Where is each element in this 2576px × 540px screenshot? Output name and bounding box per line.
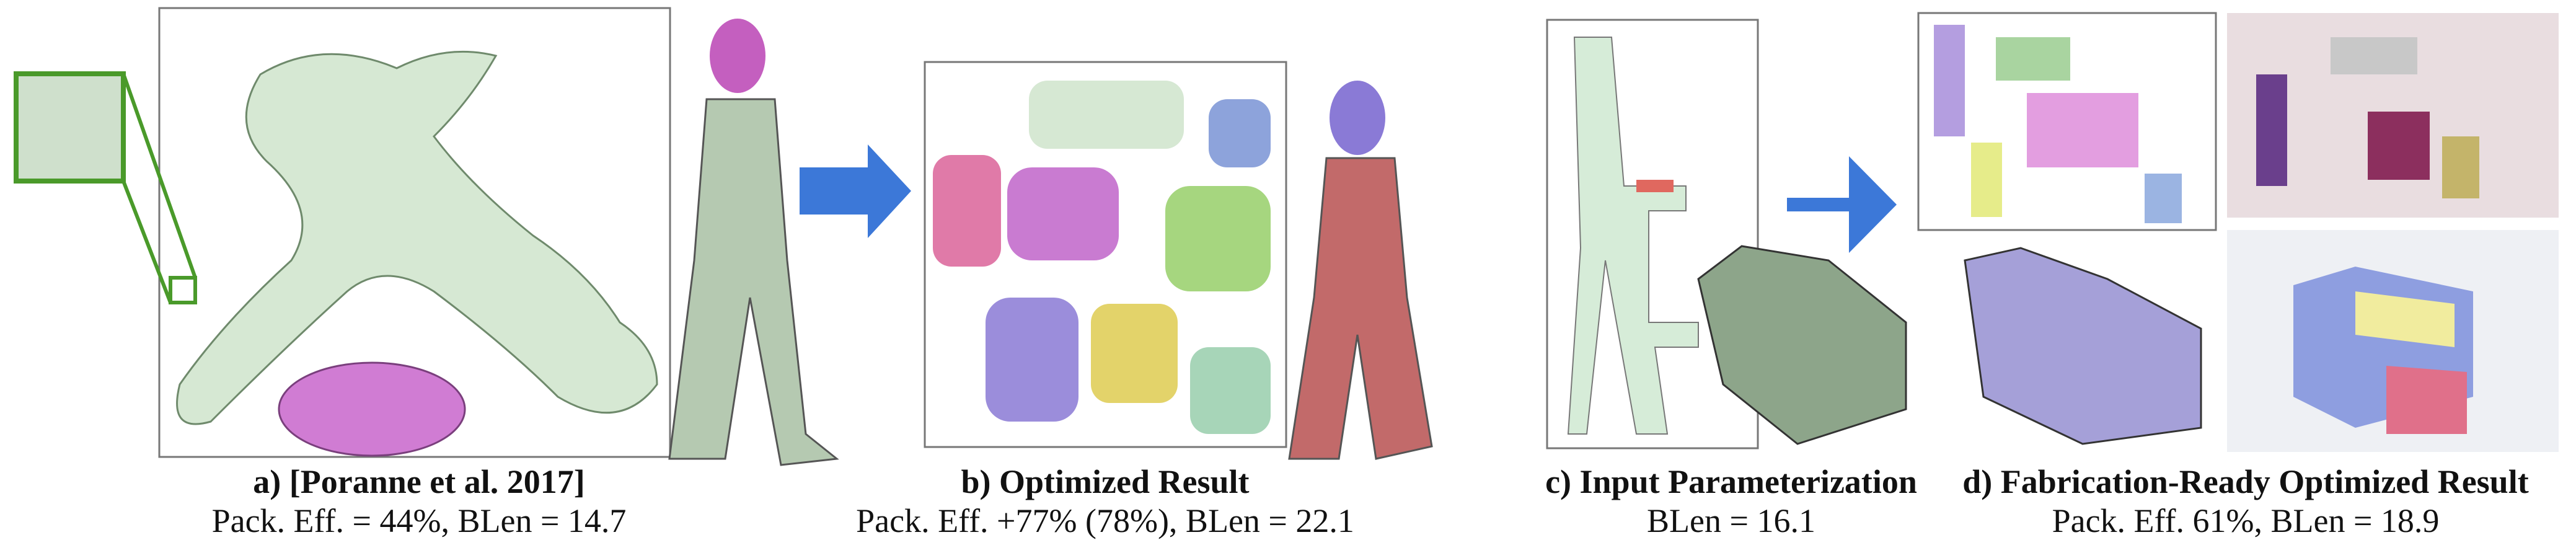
photo-piece (2256, 74, 2287, 186)
photo-piece (2442, 136, 2479, 198)
uv-chart (278, 361, 466, 457)
photo-piece (2355, 291, 2455, 347)
uv-chart (1029, 81, 1184, 149)
object-3d (1697, 245, 1907, 445)
panel-caption: BLen = 16.1 (1647, 502, 1815, 539)
photo-piece (2386, 366, 2467, 434)
panel-label: b) Optimized Result (961, 463, 1250, 500)
zoom-marker (169, 276, 197, 304)
object-3d (1964, 247, 2202, 445)
uv-chart (986, 298, 1078, 422)
panel-caption: Pack. Eff. = 44%, BLen = 14.7 (212, 502, 627, 539)
panel-caption: Pack. Eff. 61%, BLen = 18.9 (2052, 502, 2440, 539)
uv-chart (1190, 347, 1271, 434)
zoom-line (121, 180, 172, 304)
uv-chart (1996, 37, 2070, 81)
uv-chart (176, 50, 658, 425)
uv-chart (1165, 186, 1271, 291)
arrow (800, 144, 911, 238)
uv-chart (2027, 93, 2138, 167)
uv-chart (2145, 174, 2182, 223)
uv-chart (1209, 99, 1271, 167)
photo-piece (2368, 112, 2430, 180)
panel-label: a) [Poranne et al. 2017] (253, 463, 584, 500)
uv-chart (933, 155, 1001, 267)
uv-chart (1934, 25, 1965, 136)
uv-chart (1007, 167, 1119, 260)
zoom-line (121, 73, 197, 278)
character (1288, 81, 1433, 460)
panel-label: c) Input Parameterization (1545, 463, 1917, 500)
uv-chart (1971, 143, 2002, 217)
panel-caption: Pack. Eff. +77% (78%), BLen = 22.1 (856, 502, 1354, 539)
seam (1636, 180, 1674, 192)
zoom-inset (14, 71, 126, 184)
photo-piece (2331, 37, 2417, 74)
arrow (1787, 156, 1897, 253)
character (668, 19, 839, 466)
panel-label: d) Fabrication-Ready Optimized Result (1962, 463, 2528, 500)
uv-chart (1091, 304, 1178, 403)
